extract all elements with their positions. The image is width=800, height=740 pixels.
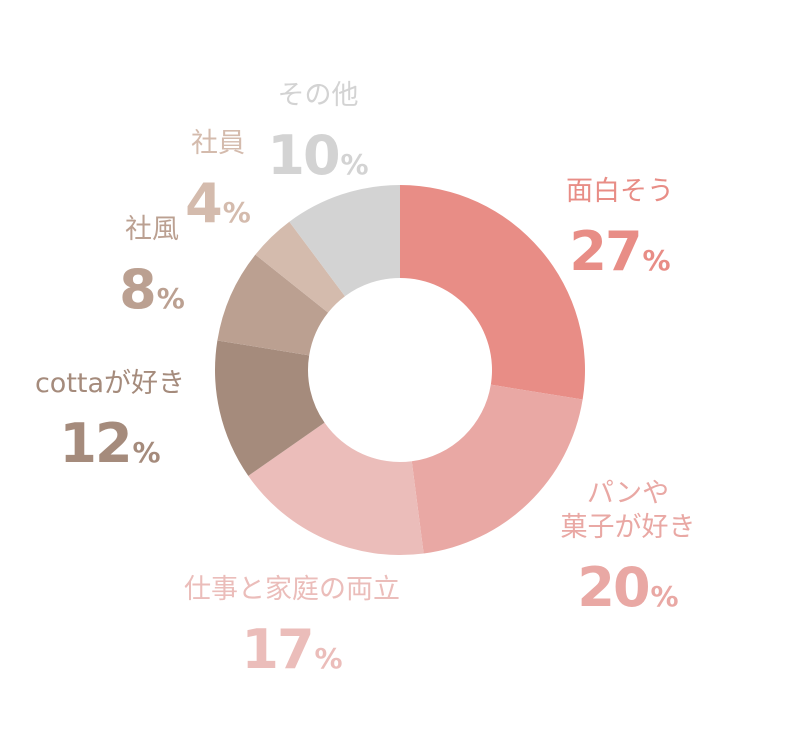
slice-label: 仕事と家庭の両立 — [184, 574, 400, 605]
slice-value: 17% — [241, 618, 342, 681]
slice-label-group: 社風 8% — [119, 214, 185, 321]
donut-slice — [248, 422, 424, 555]
donut-slice — [217, 254, 329, 356]
slice-label: その他 — [278, 80, 359, 111]
slice-label-group: 社員 4% — [185, 128, 251, 235]
slice-label-group: その他 10% — [267, 80, 368, 187]
slice-label: パンや — [587, 478, 669, 509]
slice-value: 10% — [267, 124, 368, 187]
slice-value: 20% — [577, 556, 678, 619]
slice-label: 菓子が好き — [561, 512, 696, 543]
slice-value: 12% — [59, 412, 160, 475]
slice-value: 4% — [185, 172, 251, 235]
donut-slice — [255, 221, 345, 313]
slice-label-group: 仕事と家庭の両立 17% — [184, 574, 400, 681]
chart-slices — [215, 185, 585, 555]
donut-slice — [289, 185, 400, 297]
slice-label: cottaが好き — [35, 368, 185, 399]
donut-slice — [215, 340, 325, 476]
slice-label: 面白そう — [566, 176, 674, 207]
donut-slice — [411, 384, 583, 554]
donut-slice — [400, 185, 585, 400]
slice-label: 社員 — [191, 128, 245, 159]
slice-label-group: 面白そう 27% — [566, 176, 674, 283]
slice-label-group: cottaが好き 12% — [35, 368, 185, 475]
slice-label: 社風 — [125, 214, 179, 245]
slice-value: 8% — [119, 258, 185, 321]
slice-value: 27% — [569, 220, 670, 283]
